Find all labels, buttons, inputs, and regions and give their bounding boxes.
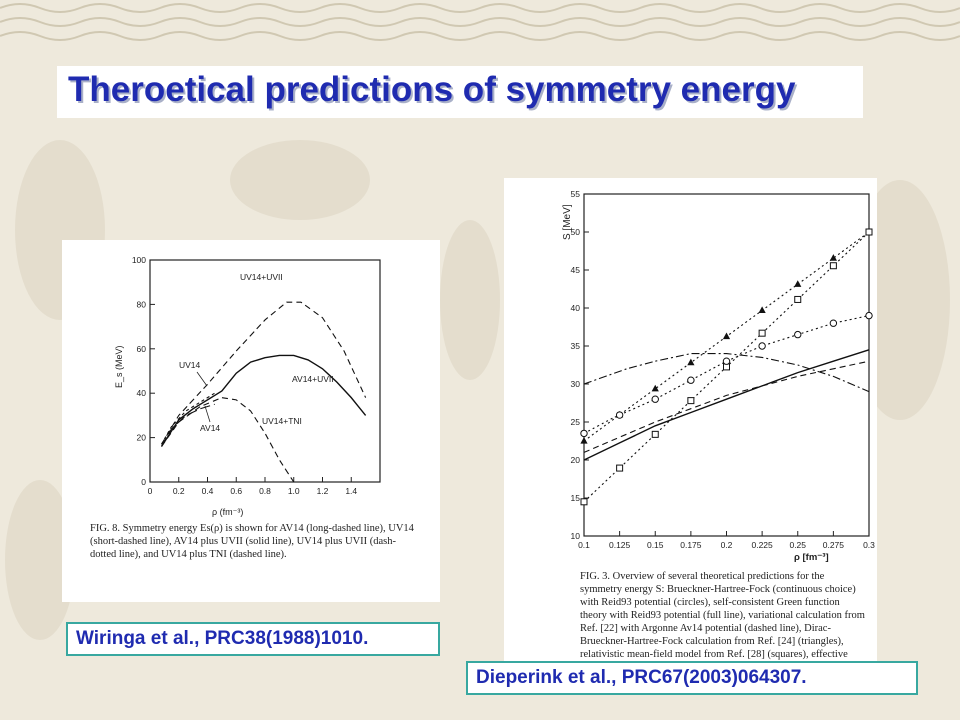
right-chart-triangle-marker (722, 332, 731, 340)
arrow-av14 (204, 405, 211, 423)
right-chart-circle-marker (829, 319, 838, 327)
right-chart-triangle-marker (651, 384, 659, 392)
left-chart-series-line-4 (161, 397, 295, 483)
right-chart-y-tick-label: 45 (571, 265, 581, 275)
right-chart-square-marker (829, 262, 837, 270)
left-figure-panel: 0 20 40 60 80 100 0 0.2 0.4 0.6 0.8 1.0 1.2 1.4 E_s … (62, 240, 440, 602)
left-chart-y-tick-label: 80 (137, 299, 147, 309)
left-chart-x-tick-label: 0.4 (202, 486, 214, 496)
right-chart-y-tick-label: 30 (571, 379, 581, 389)
right-chart-triangle-marker (758, 306, 766, 313)
right-chart-x-tick-label: 0.1 (578, 540, 590, 550)
right-x-label: ρ [fm⁻³] (794, 552, 829, 563)
right-chart-triangle-marker (687, 358, 695, 366)
right-chart-triangle-marker (580, 437, 588, 444)
right-chart-circle-marker (722, 357, 731, 365)
right-figure-caption: FIG. 3. Overview of several theoretical … (580, 571, 865, 660)
right-chart-y-tick-label: 35 (571, 341, 581, 351)
left-chart-x-tick-label: 0 (148, 486, 153, 496)
right-chart-series-line-3 (583, 349, 870, 461)
left-chart-y-tick-label: 0 (141, 477, 146, 487)
right-chart-triangle-marker (794, 280, 802, 287)
arrow-uv14 (196, 371, 208, 387)
left-chart-x-tick-label: 1.4 (345, 486, 357, 496)
label-uv14: UV14 (179, 360, 201, 370)
right-chart-y-tick-label: 10 (571, 531, 581, 541)
label-av14-uvii: AV14+UVII (292, 374, 334, 384)
right-chart-square-marker (865, 228, 873, 236)
right-chart-x-tick-label: 0.15 (647, 540, 664, 550)
right-chart-square-marker (687, 397, 695, 405)
title-background (57, 66, 863, 118)
right-chart-y-tick-label: 20 (571, 455, 581, 465)
left-chart-x-tick-label: 1.0 (288, 486, 300, 496)
left-plot-frame (149, 259, 381, 483)
left-chart-y-tick-label: 100 (132, 255, 146, 265)
right-chart-y-tick-label: 15 (571, 493, 581, 503)
right-chart-square-marker (758, 329, 766, 337)
right-chart-y-tick-label: 55 (571, 189, 581, 199)
right-chart-y-tick-label: 40 (571, 303, 581, 313)
citation-right: Dieperink et al., PRC67(2003)064307. (466, 661, 918, 695)
left-chart-y-tick-label: 40 (137, 388, 147, 398)
right-chart-x-tick-label: 0.2 (721, 540, 733, 550)
slide-title: Theroetical predictions of symmetry ener… (68, 70, 796, 109)
right-chart-x-tick-label: 0.3 (863, 540, 875, 550)
left-figure-caption: FIG. 8. Symmetry energy Es(ρ) is shown f… (90, 523, 414, 560)
left-chart-x-tick-label: 0.2 (173, 486, 185, 496)
right-chart-circle-marker (758, 342, 766, 350)
right-chart-x-tick-label: 0.125 (609, 540, 631, 550)
left-chart-x-tick-label: 0.6 (230, 486, 242, 496)
right-chart-series-line-5 (583, 353, 870, 393)
right-chart-circle-marker (794, 330, 802, 339)
right-chart-x-tick-label: 0.275 (823, 540, 845, 550)
left-chart-series-line-0 (161, 301, 367, 445)
right-chart: 10 15 20 25 30 35 40 45 50 55 0.1 0.125 0.15 0.175 0.… (562, 189, 875, 563)
right-chart-circle-marker (865, 311, 873, 320)
label-av14: AV14 (200, 423, 220, 433)
right-chart-square-marker (616, 464, 624, 472)
right-chart-square-marker (580, 498, 588, 506)
left-chart-y-tick-label: 60 (137, 344, 147, 354)
left-x-label: ρ (fm⁻³) (212, 507, 243, 517)
right-y-label: S [MeV] (562, 204, 573, 240)
right-chart-circle-marker (651, 395, 659, 403)
border-pattern (0, 3, 960, 41)
right-figure-panel: 10 15 20 25 30 35 40 45 50 55 0.1 0.125 0.15 0.175 0.… (504, 178, 877, 666)
left-chart-series-line-1 (160, 354, 367, 447)
label-uv14-uvii: UV14+UVII (240, 272, 283, 282)
left-chart-series-line-3 (161, 403, 215, 447)
right-chart-circle-marker (615, 411, 624, 419)
right-chart-circle-marker (687, 376, 695, 384)
citation-left: Wiringa et al., PRC38(1988)1010. (66, 622, 440, 656)
left-chart-x-tick-label: 0.8 (259, 486, 271, 496)
left-chart: 0 20 40 60 80 100 0 0.2 0.4 0.6 0.8 1.0 1.2 1.4 E_s … (114, 255, 381, 517)
right-chart-y-tick-label: 50 (571, 227, 581, 237)
right-chart-square-marker (651, 430, 659, 438)
right-chart-series-line-4 (583, 360, 870, 453)
right-chart-x-tick-label: 0.225 (751, 540, 773, 550)
left-chart-x-tick-label: 1.2 (317, 486, 329, 496)
right-chart-triangle-marker (829, 254, 837, 261)
left-y-label: E_s (MeV) (114, 345, 124, 388)
right-chart-x-tick-label: 0.25 (789, 540, 806, 550)
right-chart-y-tick-label: 25 (571, 417, 581, 427)
watermark-decoration (5, 140, 950, 640)
right-chart-x-tick-label: 0.175 (680, 540, 702, 550)
right-chart-square-marker (794, 295, 802, 303)
right-chart-circle-marker (580, 429, 588, 438)
left-chart-y-tick-label: 20 (137, 433, 147, 443)
label-uv14-tni: UV14+TNI (262, 416, 302, 426)
